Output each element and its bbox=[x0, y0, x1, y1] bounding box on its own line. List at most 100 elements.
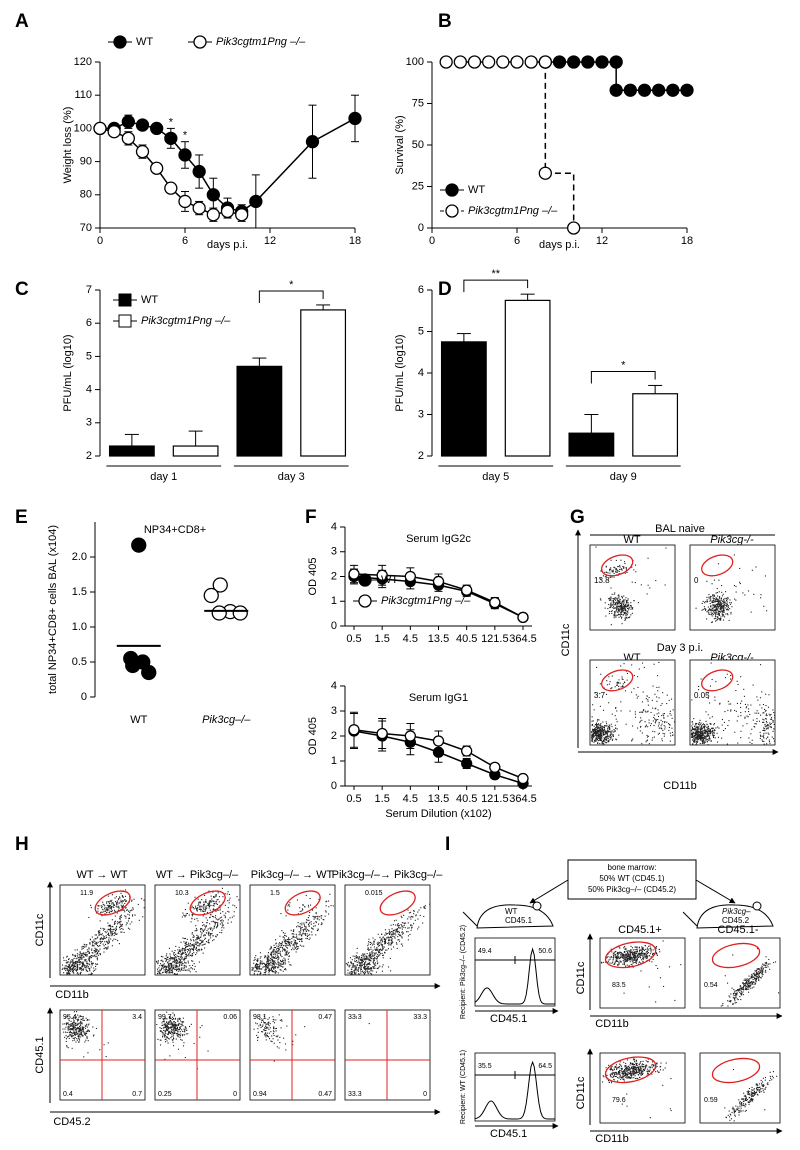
event-dot bbox=[611, 730, 613, 732]
event-dot bbox=[197, 942, 199, 944]
event-dot bbox=[167, 961, 169, 963]
event-dot bbox=[296, 945, 298, 947]
event-dot bbox=[708, 732, 710, 734]
event-dot bbox=[106, 936, 108, 938]
event-dot bbox=[724, 602, 726, 604]
event-dot bbox=[202, 915, 204, 917]
event-dot bbox=[66, 972, 68, 974]
event-dot bbox=[617, 601, 619, 603]
event-dot bbox=[107, 909, 109, 911]
event-dot bbox=[626, 679, 628, 681]
event-dot bbox=[704, 602, 706, 604]
event-dot bbox=[206, 922, 208, 924]
event-dot bbox=[661, 715, 663, 717]
event-dot bbox=[267, 955, 269, 957]
event-dot bbox=[260, 972, 262, 974]
event-dot bbox=[206, 919, 208, 921]
event-dot bbox=[205, 926, 207, 928]
event-dot bbox=[609, 605, 611, 607]
event-dot bbox=[614, 607, 616, 609]
event-dot bbox=[658, 697, 660, 699]
event-dot bbox=[168, 1022, 170, 1024]
event-dot bbox=[620, 686, 622, 688]
event-dot bbox=[94, 938, 96, 940]
event-dot bbox=[610, 733, 612, 735]
event-dot bbox=[122, 928, 124, 930]
event-dot bbox=[191, 914, 193, 916]
event-dot bbox=[729, 603, 731, 605]
event-dot bbox=[288, 941, 290, 943]
event-dot bbox=[304, 934, 306, 936]
event-dot bbox=[606, 723, 608, 725]
event-dot bbox=[691, 726, 693, 728]
event-dot bbox=[73, 957, 75, 959]
event-dot bbox=[121, 906, 123, 908]
event-dot bbox=[669, 723, 671, 725]
bar bbox=[172, 445, 219, 457]
event-dot bbox=[97, 908, 99, 910]
event-dot bbox=[312, 928, 314, 930]
event-dot bbox=[257, 966, 259, 968]
event-dot bbox=[101, 938, 103, 940]
event-dot bbox=[203, 934, 205, 936]
event-dot bbox=[109, 927, 111, 929]
event-dot bbox=[131, 921, 133, 923]
event-dot bbox=[620, 605, 622, 607]
event-dot bbox=[270, 961, 272, 963]
event-dot bbox=[718, 596, 720, 598]
event-dot bbox=[74, 1033, 76, 1035]
event-dot bbox=[170, 1018, 172, 1020]
event-dot bbox=[714, 599, 716, 601]
event-dot bbox=[116, 903, 118, 905]
event-dot bbox=[107, 901, 109, 903]
event-dot bbox=[78, 1028, 80, 1030]
event-dot bbox=[266, 958, 268, 960]
event-dot bbox=[599, 731, 601, 733]
event-dot bbox=[161, 959, 163, 961]
event-dot bbox=[628, 617, 630, 619]
event-dot bbox=[270, 967, 272, 969]
event-dot bbox=[626, 617, 628, 619]
event-dot bbox=[622, 599, 624, 601]
event-dot bbox=[82, 1035, 84, 1037]
event-dot bbox=[726, 599, 728, 601]
event-dot bbox=[591, 736, 593, 738]
event-dot bbox=[774, 717, 776, 719]
event-dot bbox=[169, 1020, 171, 1022]
event-dot bbox=[83, 953, 85, 955]
event-dot bbox=[768, 725, 770, 727]
event-dot bbox=[598, 734, 600, 736]
event-dot bbox=[595, 546, 597, 548]
chart-title: Serum IgG2c bbox=[406, 533, 471, 545]
event-dot bbox=[691, 725, 693, 727]
event-dot bbox=[305, 895, 307, 897]
event-dot bbox=[291, 938, 293, 940]
event-dot bbox=[756, 710, 758, 712]
event-dot bbox=[278, 957, 280, 959]
event-dot bbox=[609, 728, 611, 730]
bar bbox=[236, 365, 283, 457]
event-dot bbox=[284, 959, 286, 961]
event-dot bbox=[96, 955, 98, 957]
event-dot bbox=[702, 726, 704, 728]
event-dot bbox=[710, 599, 712, 601]
event-dot bbox=[125, 900, 127, 902]
event-dot bbox=[184, 937, 186, 939]
event-dot bbox=[709, 596, 711, 598]
event-dot bbox=[693, 718, 695, 720]
event-dot bbox=[108, 909, 110, 911]
event-dot bbox=[104, 941, 106, 943]
event-dot bbox=[305, 937, 307, 939]
event-dot bbox=[78, 1041, 80, 1043]
event-dot bbox=[120, 924, 122, 926]
event-dot bbox=[608, 724, 610, 726]
event-dot bbox=[65, 960, 67, 962]
event-dot bbox=[721, 607, 723, 609]
event-dot bbox=[212, 901, 214, 903]
event-dot bbox=[292, 935, 294, 937]
event-dot bbox=[70, 1032, 72, 1034]
event-dot bbox=[694, 741, 696, 743]
event-dot bbox=[125, 900, 127, 902]
event-dot bbox=[724, 598, 726, 600]
event-dot bbox=[627, 598, 629, 600]
